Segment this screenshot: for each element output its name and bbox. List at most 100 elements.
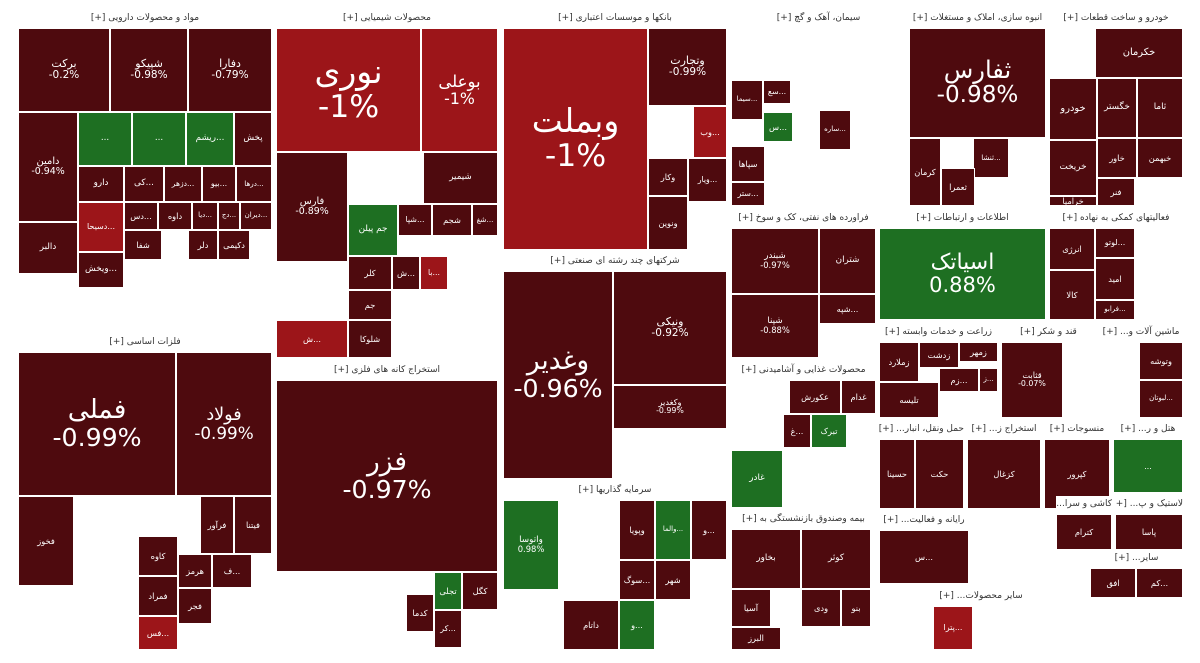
- stock-tile[interactable]: حسینا: [879, 439, 915, 509]
- stock-tile[interactable]: ...با: [420, 256, 448, 290]
- stock-tile[interactable]: ...: [78, 112, 132, 166]
- stock-tile[interactable]: ...سوگ: [619, 560, 655, 600]
- sector-title[interactable]: بیمه وصندوق بازنشستگی به [+]: [731, 511, 876, 528]
- sector-title[interactable]: خودرو و ساخت قطعات [+]: [1049, 10, 1183, 27]
- sector-title[interactable]: استخراج ز... [+]: [967, 421, 1041, 438]
- stock-tile[interactable]: فرآور: [200, 496, 234, 554]
- stock-tile[interactable]: فولاد -0.99%: [176, 352, 272, 496]
- stock-tile[interactable]: ...س: [763, 112, 793, 142]
- sector-title[interactable]: سیمان، آهک و گچ [+]: [731, 10, 906, 27]
- stock-tile[interactable]: وکغدیر -0.99%: [613, 385, 727, 429]
- stock-tile[interactable]: تلیسه: [879, 382, 939, 418]
- stock-tile[interactable]: کگل: [462, 572, 498, 610]
- sector-title[interactable]: ماشین آلات و... [+]: [1099, 324, 1183, 341]
- sector-title[interactable]: قند و شکر [+]: [1001, 324, 1096, 341]
- stock-tile[interactable]: خکرمان: [1095, 28, 1183, 78]
- sector-title[interactable]: منسوجات [+]: [1044, 421, 1110, 438]
- stock-tile[interactable]: شهر: [655, 560, 691, 600]
- stock-tile[interactable]: شجم: [432, 204, 472, 236]
- stock-tile[interactable]: تبرک: [811, 414, 847, 448]
- stock-tile[interactable]: ثاما: [1137, 78, 1183, 138]
- stock-tile[interactable]: ...دیا: [192, 202, 218, 230]
- stock-tile[interactable]: خودرو: [1049, 78, 1097, 140]
- stock-tile[interactable]: ...کم: [1136, 568, 1183, 598]
- stock-tile[interactable]: خبهمن: [1137, 138, 1183, 178]
- stock-tile[interactable]: غدام: [841, 380, 876, 414]
- stock-tile[interactable]: وکار: [648, 158, 688, 196]
- stock-tile[interactable]: حکت: [915, 439, 964, 509]
- sector-title[interactable]: بانکها و موسسات اعتباری [+]: [503, 10, 727, 27]
- stock-tile[interactable]: ...شغ: [472, 204, 498, 236]
- stock-tile[interactable]: کوثر: [801, 529, 871, 589]
- sector-title[interactable]: محصولات شیمیایی [+]: [276, 10, 498, 27]
- stock-tile[interactable]: ...کی: [124, 166, 164, 202]
- stock-tile[interactable]: خریخت: [1049, 140, 1097, 196]
- stock-tile[interactable]: افق: [1090, 568, 1136, 598]
- stock-tile[interactable]: دکیمی: [218, 230, 250, 260]
- sector-title[interactable]: فعالیتهای کمکی به نهاده [+]: [1049, 210, 1183, 227]
- stock-tile[interactable]: ...: [1113, 439, 1183, 493]
- stock-tile[interactable]: ...سع: [763, 80, 791, 104]
- stock-tile[interactable]: شیمیر: [423, 152, 498, 204]
- stock-tile[interactable]: زدشت: [919, 342, 959, 368]
- stock-tile[interactable]: خاور: [1097, 138, 1137, 178]
- stock-tile[interactable]: اسیاتک 0.88%: [879, 228, 1046, 320]
- stock-tile[interactable]: فنر: [1097, 178, 1135, 206]
- stock-tile[interactable]: فملی -0.99%: [18, 352, 176, 496]
- sector-title[interactable]: محصولات غذایی و آشامیدنی [+]: [731, 362, 876, 379]
- stock-tile[interactable]: وبملت -1%: [503, 28, 648, 250]
- stock-tile[interactable]: کزغال: [967, 439, 1041, 509]
- stock-tile[interactable]: جم پیلن: [348, 204, 398, 256]
- stock-tile[interactable]: ...ریشم: [186, 112, 234, 166]
- stock-tile[interactable]: ودی: [801, 589, 841, 627]
- stock-tile[interactable]: شبندر -0.97%: [731, 228, 819, 294]
- stock-tile[interactable]: عکورش: [789, 380, 841, 414]
- sector-title[interactable]: فراورده های نفتی، کک و سوخ [+]: [731, 210, 876, 227]
- stock-tile[interactable]: ثعمرا: [941, 168, 975, 206]
- sector-title[interactable]: کاشی و سرا... [+]: [1056, 496, 1112, 513]
- stock-tile[interactable]: سپاها: [731, 146, 765, 182]
- stock-tile[interactable]: ...دیران: [240, 202, 272, 230]
- stock-tile[interactable]: دامین -0.94%: [18, 112, 78, 222]
- sector-title[interactable]: سایر محصولات... [+]: [933, 588, 1029, 605]
- sector-title[interactable]: شرکتهای چند رشته ای صنعتی [+]: [503, 253, 727, 270]
- stock-tile[interactable]: ونوین: [648, 196, 688, 250]
- stock-tile[interactable]: ...فرابو: [1095, 300, 1135, 320]
- stock-tile[interactable]: ...لوتو: [1095, 228, 1135, 258]
- stock-tile[interactable]: ...دس: [124, 202, 158, 230]
- stock-tile[interactable]: ...فس: [138, 616, 178, 650]
- stock-tile[interactable]: ثفارس -0.98%: [909, 28, 1046, 138]
- stock-tile[interactable]: ...ویخش: [78, 252, 124, 288]
- stock-tile[interactable]: ...ز: [979, 368, 998, 392]
- stock-tile[interactable]: امید: [1095, 258, 1135, 300]
- stock-tile[interactable]: کترام: [1056, 514, 1112, 550]
- stock-tile[interactable]: کلر: [348, 256, 392, 290]
- stock-tile[interactable]: ...س: [879, 530, 969, 584]
- stock-tile[interactable]: شپیکو -0.98%: [110, 28, 188, 112]
- stock-tile[interactable]: کاوه: [138, 536, 178, 576]
- stock-tile[interactable]: بنو: [841, 589, 871, 627]
- stock-tile[interactable]: نوری -1%: [276, 28, 421, 152]
- stock-tile[interactable]: پخش: [234, 112, 272, 166]
- sector-title[interactable]: استخراج کانه های فلزی [+]: [276, 362, 498, 379]
- stock-tile[interactable]: شفا: [124, 230, 162, 260]
- stock-tile[interactable]: ...پترا: [933, 606, 973, 650]
- stock-tile[interactable]: ...دسیحا: [78, 202, 124, 252]
- stock-tile[interactable]: تجلی: [434, 572, 462, 610]
- sector-title[interactable]: هتل و ر... [+]: [1113, 421, 1183, 438]
- sector-title[interactable]: زراعت و خدمات وابسته [+]: [879, 324, 998, 341]
- sector-title[interactable]: سایر... [+]: [1090, 550, 1183, 567]
- stock-tile[interactable]: جم: [348, 290, 392, 320]
- stock-tile[interactable]: ونیکی -0.92%: [613, 271, 727, 385]
- stock-tile[interactable]: هرمز: [178, 554, 212, 588]
- stock-tile[interactable]: دارو: [78, 166, 124, 202]
- stock-tile[interactable]: شپنا -0.88%: [731, 294, 819, 358]
- stock-tile[interactable]: دالبر: [18, 222, 78, 274]
- stock-tile[interactable]: ...کر: [434, 610, 462, 648]
- stock-tile[interactable]: وتجارت -0.99%: [648, 28, 727, 106]
- sector-title[interactable]: مواد و محصولات دارویی [+]: [18, 10, 272, 27]
- stock-tile[interactable]: کدما: [406, 594, 434, 632]
- stock-tile[interactable]: کالا: [1049, 270, 1095, 320]
- stock-tile[interactable]: ...دزهر: [164, 166, 202, 202]
- stock-tile[interactable]: بخاور: [731, 529, 801, 589]
